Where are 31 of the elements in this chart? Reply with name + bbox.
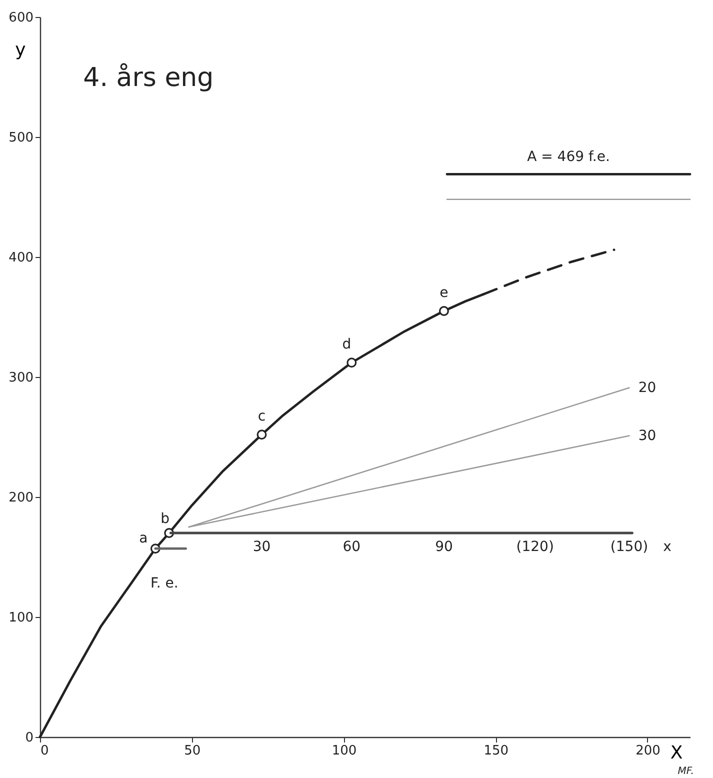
x-axis-title: X (670, 742, 683, 764)
annotation: 20 (638, 380, 656, 396)
x-tick-label: 50 (184, 744, 201, 758)
y-tick-label: 200 (8, 490, 34, 506)
y-axis-title: y (15, 40, 26, 60)
annotation: 90 (435, 539, 453, 555)
text: MF. (678, 766, 694, 777)
y-tick-label: 500 (8, 130, 34, 146)
annotation: F. e. (150, 576, 178, 592)
x-tick-label: 150 (484, 744, 509, 758)
annotation: 60 (342, 539, 361, 555)
y-tick-label: 100 (8, 610, 34, 626)
annotation: (150) (610, 539, 648, 555)
text: 4. års eng (83, 63, 214, 93)
y-tick-label: 300 (8, 370, 34, 386)
annotation: 30 (252, 539, 271, 555)
annotation: c (258, 408, 266, 425)
annotation: b (160, 511, 170, 527)
annotation: (120) (516, 539, 554, 555)
x-tick-label: 0 (40, 744, 49, 758)
annotation: a (139, 530, 148, 547)
annotation: 30 (638, 428, 656, 444)
y-tick-label: 400 (8, 250, 34, 266)
y-tick-label: 600 (8, 10, 34, 26)
annotation: e (440, 285, 448, 301)
y-tick-label: 0 (25, 730, 34, 746)
annotation: A = 469 f.e. (527, 149, 610, 166)
x-tick-label: 200 (636, 744, 660, 758)
x-tick-label: 100 (332, 744, 357, 758)
annotation: x (663, 539, 672, 555)
annotation: d (342, 336, 352, 353)
